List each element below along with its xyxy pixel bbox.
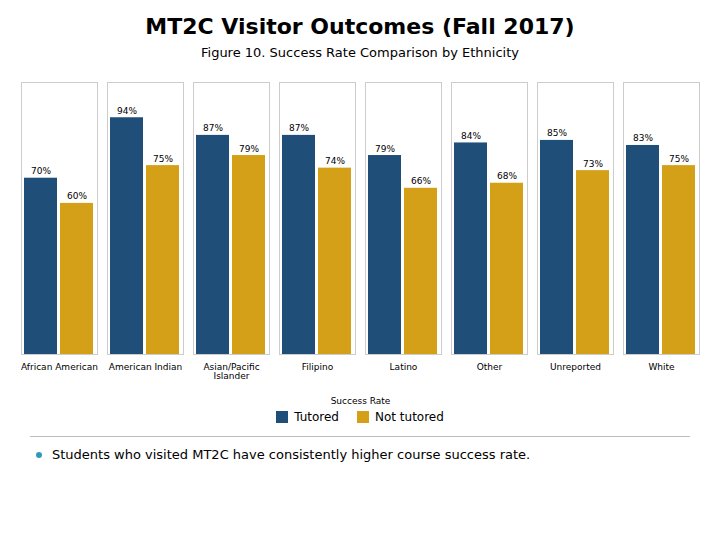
svg-text:79%: 79% [375,144,395,154]
svg-text:70%: 70% [31,166,51,176]
svg-text:73%: 73% [583,159,603,169]
svg-text:84%: 84% [461,131,481,141]
svg-text:American Indian: American Indian [109,362,182,372]
html-text:Tutored: Tutored [294,410,339,424]
html-text:MT2C Visitor Outcomes (Fall 20: MT2C Visitor Outcomes (Fall 2017) [145,14,575,39]
svg-text:60%: 60% [67,191,87,201]
svg-text:Success Rate: Success Rate [331,396,391,406]
svg-text:83%: 83% [633,133,653,143]
svg-text:Filipino: Filipino [302,362,334,372]
svg-text:66%: 66% [411,176,431,186]
svg-text:79%: 79% [239,144,259,154]
svg-text:74%: 74% [325,156,345,166]
svg-text:75%: 75% [153,154,173,164]
svg-text:Other: Other [477,362,503,372]
svg-text:Asian/PacificIslander: Asian/PacificIslander [203,362,259,381]
svg-text:87%: 87% [289,123,309,133]
svg-text:African American: African American [21,362,98,372]
svg-text:Unreported: Unreported [550,362,601,372]
svg-text:85%: 85% [547,128,567,138]
svg-text:87%: 87% [203,123,223,133]
html-text:Figure 10. Success Rate Compar: Figure 10. Success Rate Comparison by Et… [201,45,519,60]
html-text:Students who visited MT2C have: Students who visited MT2C have consisten… [52,447,531,462]
svg-text:Latino: Latino [390,362,418,372]
html-text:Not tutored: Not tutored [375,410,444,424]
svg-text:94%: 94% [117,106,137,116]
svg-text:75%: 75% [669,154,689,164]
svg-text:68%: 68% [497,171,517,181]
svg-text:White: White [648,362,675,372]
